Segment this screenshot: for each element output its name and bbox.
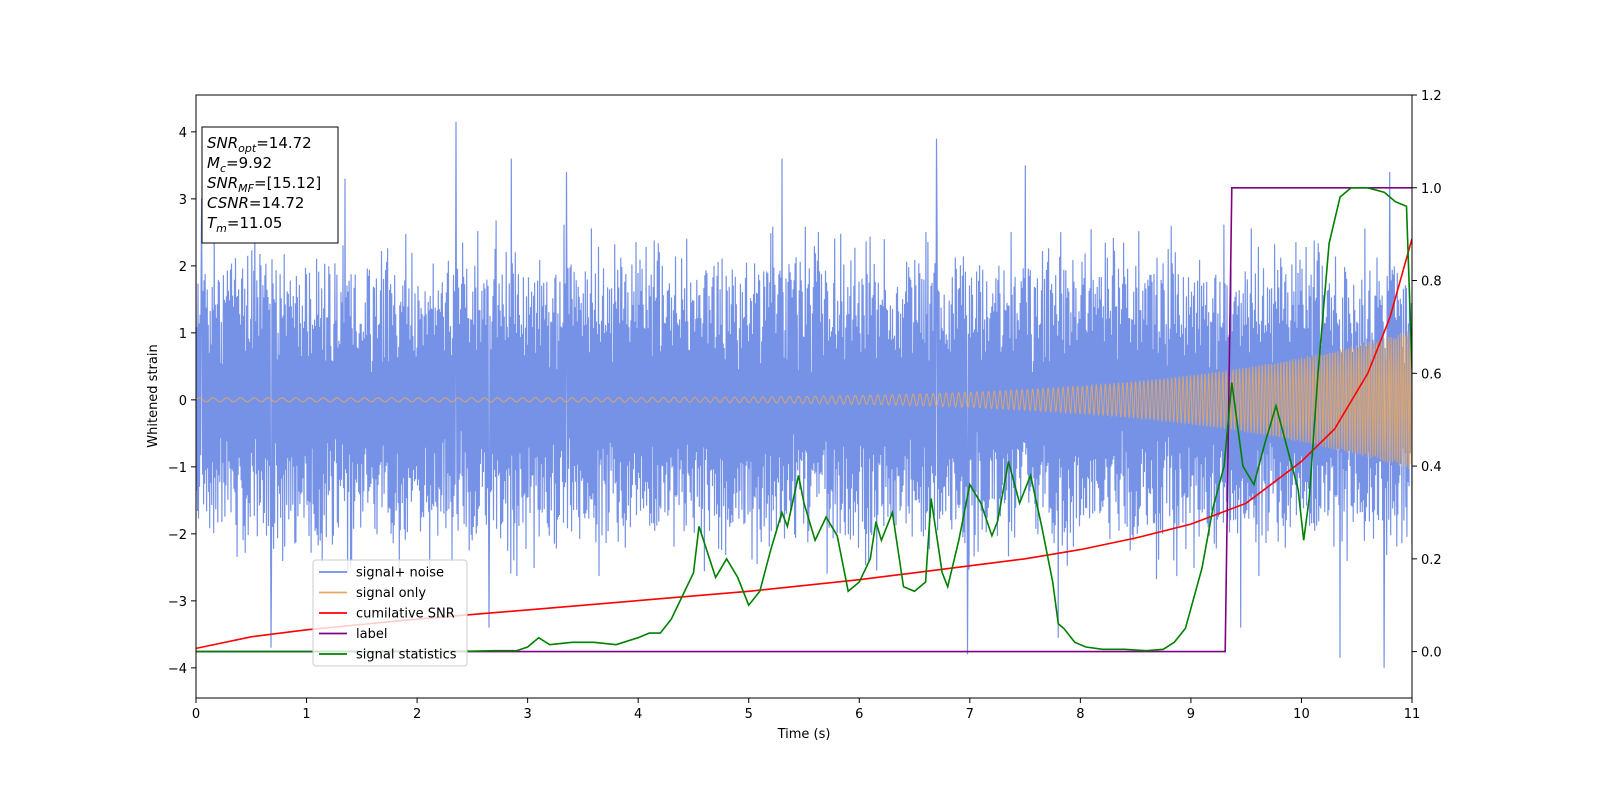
info-box: SNRopt=14.72Mc=9.92SNRMF=[15.12]CSNR=14.… <box>201 126 339 244</box>
info-value: =[15.12] <box>254 174 321 192</box>
x-tick-label: 6 <box>855 707 863 722</box>
info-var: SNR <box>207 134 238 152</box>
y-right-tick-label: 0.2 <box>1421 553 1442 568</box>
y-axis-label: Whitened strain <box>146 344 161 447</box>
x-tick-label: 4 <box>634 707 642 722</box>
info-sub: opt <box>238 142 257 155</box>
legend-label: signal statistics <box>356 648 457 663</box>
info-value: =14.72 <box>256 134 312 152</box>
legend-label: cumilative SNR <box>356 607 455 622</box>
y-right-tick-label: 1.0 <box>1421 182 1442 197</box>
x-axis: 0 1 2 3 4 5 6 7 8 9 10 11 <box>192 698 1420 722</box>
x-tick-label: 1 <box>302 707 310 722</box>
y-tick-label: 4 <box>179 126 187 141</box>
info-line: Mc=9.92 <box>207 154 272 175</box>
info-var: SNR <box>207 174 238 192</box>
y-right-tick-label: 0.8 <box>1421 275 1442 290</box>
info-line: CSNR=14.72 <box>207 194 304 212</box>
info-value: =11.05 <box>227 214 283 232</box>
x-tick-label: 11 <box>1404 707 1421 722</box>
info-var: M <box>207 154 220 172</box>
x-tick-label: 5 <box>745 707 753 722</box>
y-tick-label: 3 <box>179 193 187 208</box>
y-axis-left: −4 −3 −2 −1 0 1 2 3 4 <box>168 126 196 677</box>
y-right-tick-label: 0.6 <box>1421 367 1442 382</box>
x-tick-label: 2 <box>413 707 421 722</box>
plot-frame <box>195 94 1413 699</box>
info-box-frame <box>201 126 339 244</box>
x-tick-label: 9 <box>1187 707 1195 722</box>
info-line: SNRMF=[15.12] <box>207 174 321 195</box>
y-tick-label: 1 <box>179 327 187 342</box>
series-signal-only <box>196 331 1412 470</box>
info-var: CSNR <box>207 194 249 212</box>
y-tick-label: −4 <box>168 662 187 677</box>
series-signal-statistics <box>196 187 1412 653</box>
y-tick-label: 2 <box>179 260 187 275</box>
series-layer <box>196 121 1412 668</box>
info-sub: m <box>216 222 227 235</box>
y-tick-label: −1 <box>168 461 187 476</box>
series-signal-noise <box>196 121 1412 668</box>
x-tick-label: 7 <box>966 707 974 722</box>
info-sub: MF <box>238 182 254 195</box>
y-right-tick-label: 1.2 <box>1421 89 1442 104</box>
info-line: Tm=11.05 <box>207 214 282 235</box>
info-value: =14.72 <box>249 194 305 212</box>
legend-label: signal+ noise <box>356 566 444 581</box>
x-tick-label: 8 <box>1076 707 1084 722</box>
y-axis-right: 0.0 0.2 0.4 0.6 0.8 1.0 1.2 <box>1412 89 1442 661</box>
info-sub: c <box>220 162 226 175</box>
x-tick-label: 0 <box>192 707 200 722</box>
x-axis-label: Time (s) <box>777 727 831 742</box>
legend-label: signal only <box>356 586 426 601</box>
y-right-tick-label: 0.0 <box>1421 646 1442 661</box>
info-value: =9.92 <box>226 154 272 172</box>
info-line: SNRopt=14.72 <box>207 134 312 155</box>
legend-label: label <box>356 627 387 642</box>
y-right-tick-label: 0.4 <box>1421 460 1442 475</box>
info-var: T <box>207 214 218 232</box>
legend-frame <box>312 559 468 667</box>
x-tick-label: 3 <box>523 707 531 722</box>
legend: signal+ noise signal only cumilative SNR la… <box>312 559 468 667</box>
y-tick-label: 0 <box>179 394 187 409</box>
x-tick-label: 10 <box>1293 707 1310 722</box>
y-tick-label: −3 <box>168 595 187 610</box>
y-tick-label: −2 <box>168 528 187 543</box>
